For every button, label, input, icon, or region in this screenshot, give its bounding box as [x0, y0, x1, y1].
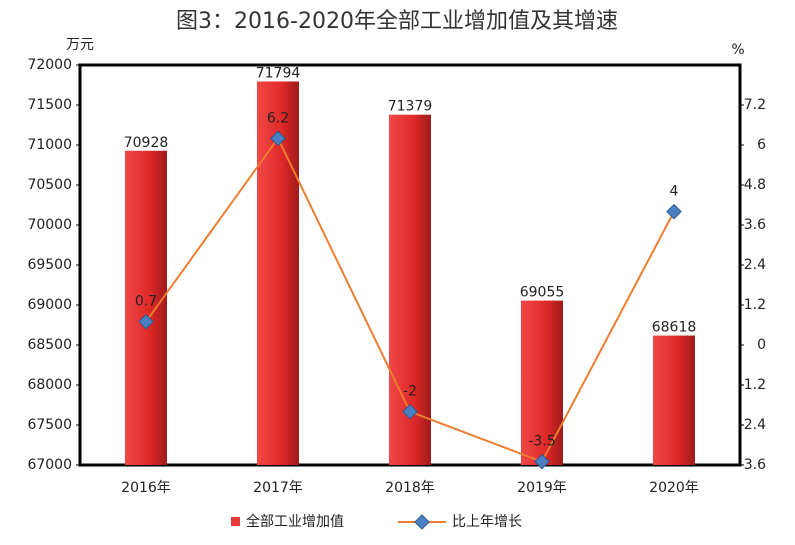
data-label: 71379 — [388, 99, 433, 115]
y-tick-label: 69500 — [27, 257, 72, 273]
bar — [125, 150, 167, 465]
y-tick-label: 70500 — [27, 177, 72, 193]
data-label: -3.5 — [528, 434, 555, 450]
legend-label: 全部工业增加值 — [246, 513, 344, 530]
legend-swatch — [231, 517, 240, 526]
data-label: 6.2 — [267, 110, 289, 126]
y2-tick-label: 0 — [757, 337, 766, 353]
x-tick-label: 2020年 — [649, 480, 699, 496]
x-tick-label: 2019年 — [517, 480, 567, 496]
chart-title: 图3：2016-2020年全部工业增加值及其增速 — [176, 9, 618, 34]
y2-tick-label: -3.6 — [739, 457, 766, 473]
y-tick-label: 67500 — [27, 417, 72, 433]
y-unit: 万元 — [66, 37, 94, 53]
y-tick-label: 71500 — [27, 97, 72, 113]
y-tick-label: 67000 — [27, 457, 72, 473]
legend-marker — [414, 514, 430, 530]
data-label: 70928 — [124, 135, 169, 151]
x-tick-label: 2016年 — [121, 480, 171, 496]
data-label: 69055 — [520, 285, 565, 301]
marker — [534, 453, 550, 470]
x-tick-label: 2017年 — [253, 480, 303, 496]
legend-label: 比上年增长 — [452, 514, 522, 530]
y2-tick-label: 4.8 — [744, 177, 766, 193]
y-tick-label: 70000 — [27, 217, 72, 233]
data-label: 71794 — [256, 65, 301, 81]
bar — [521, 300, 563, 465]
y2-tick-label: -2.4 — [739, 417, 766, 433]
data-label: -2 — [403, 384, 417, 400]
data-label: 68618 — [652, 320, 697, 336]
y-tick-label: 68000 — [27, 377, 72, 393]
marker — [138, 313, 154, 330]
y-tick-label: 71000 — [27, 137, 72, 153]
x-tick-label: 2018年 — [385, 480, 435, 496]
y2-tick-label: 3.6 — [744, 217, 766, 233]
data-label: 4 — [670, 184, 679, 200]
marker — [666, 203, 682, 220]
marker — [402, 403, 418, 420]
marker — [270, 130, 286, 147]
y-tick-label: 72000 — [27, 57, 72, 73]
y-tick-label: 69000 — [27, 297, 72, 313]
bar — [653, 335, 695, 465]
y2-unit: % — [731, 42, 744, 58]
y-tick-label: 68500 — [27, 337, 72, 353]
y2-tick-label: 1.2 — [744, 297, 766, 313]
data-label: 0.7 — [135, 294, 157, 310]
y2-tick-label: 2.4 — [744, 257, 766, 273]
y2-tick-label: -1.2 — [739, 377, 766, 393]
y2-tick-label: 6 — [757, 137, 766, 153]
y2-tick-label: 7.2 — [744, 97, 766, 113]
